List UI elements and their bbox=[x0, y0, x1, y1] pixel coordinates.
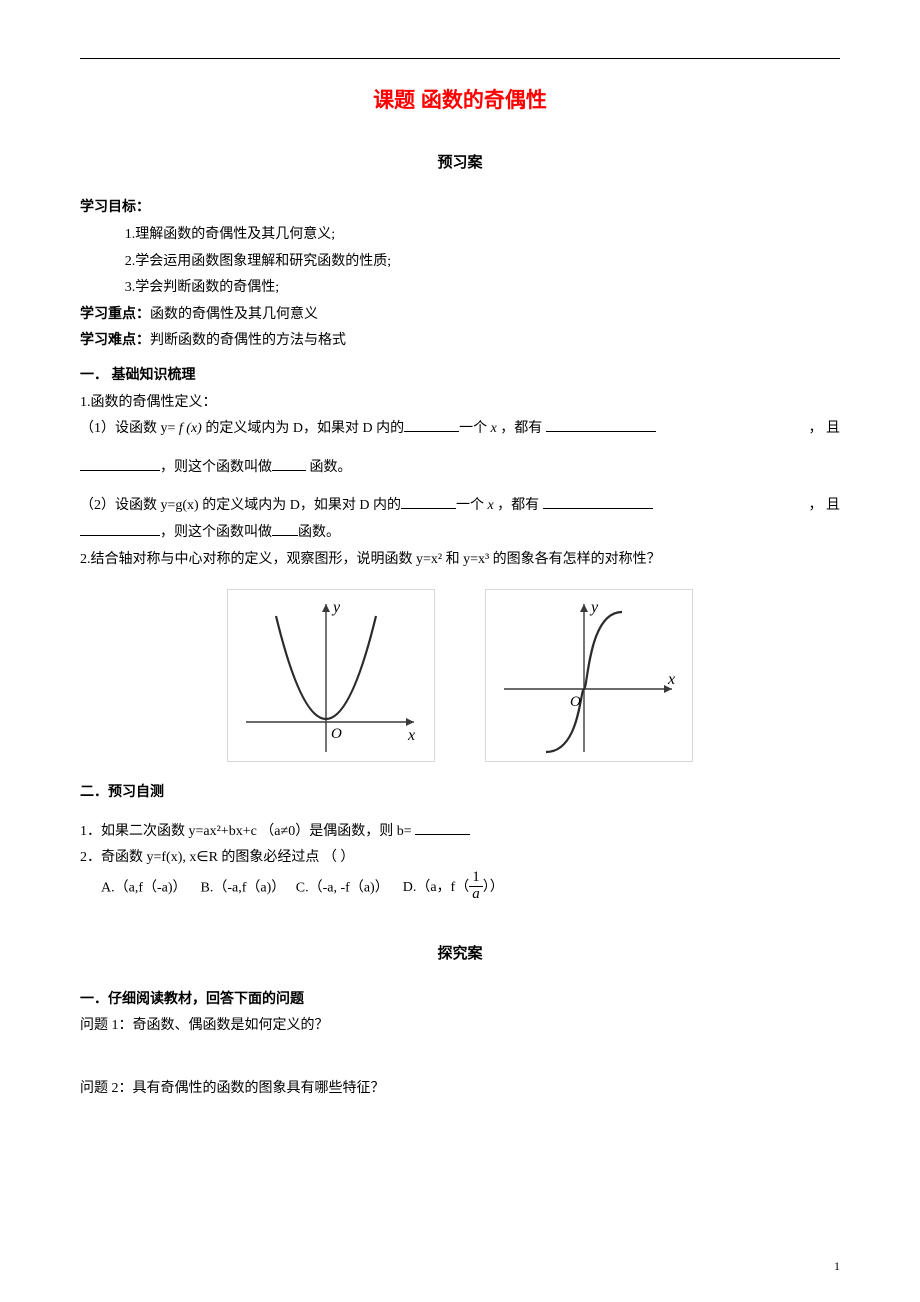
section-heading-preview: 预习案 bbox=[80, 149, 840, 178]
option-b: B.（-a,f（a)） bbox=[201, 880, 286, 895]
question-2: 2.结合轴对称与中心对称的定义，观察图形，说明函数 y=x² 和 y=x³ 的图… bbox=[80, 547, 840, 574]
paragraph: 学习重点：函数的奇偶性及其几何意义 bbox=[80, 302, 840, 329]
text: ，则这个函数叫做 bbox=[160, 525, 272, 540]
text: 的定义域内为 D，如果对 D 内的 bbox=[202, 421, 404, 436]
section-heading-explore: 探究案 bbox=[80, 940, 840, 969]
explore-q2: 问题 2：具有奇偶性的函数的图象具有哪些特征？ bbox=[80, 1076, 840, 1103]
blank bbox=[272, 521, 298, 536]
svg-text:x: x bbox=[407, 727, 415, 744]
def-2-line1: （2）设函数 y=g(x) 的定义域内为 D，如果对 D 内的一个 x ，都有 … bbox=[80, 493, 840, 520]
keypoint-text: 函数的奇偶性及其几何意义 bbox=[150, 307, 318, 322]
fraction-num: 1 bbox=[469, 870, 483, 887]
blank bbox=[401, 494, 456, 509]
label-difficulty: 学习难点： bbox=[80, 333, 150, 348]
fraction-den: a bbox=[469, 887, 483, 903]
text: ， 且 bbox=[809, 416, 841, 443]
text: 1．如果二次函数 y=ax²+bx+c （a≠0）是偶函数，则 b= bbox=[80, 824, 415, 839]
selftest-q1: 1．如果二次函数 y=ax²+bx+c （a≠0）是偶函数，则 b= bbox=[80, 819, 840, 846]
def-1-line1: （1）设函数 y= f (x) 的定义域内为 D，如果对 D 内的一个 x ，都… bbox=[80, 416, 840, 443]
blank bbox=[546, 417, 656, 432]
text: ，都有 bbox=[494, 498, 543, 513]
figure-parabola: y x O bbox=[227, 589, 435, 762]
svg-text:y: y bbox=[589, 599, 599, 616]
page-number: 1 bbox=[834, 1255, 840, 1278]
blank bbox=[80, 521, 160, 536]
def-1-line2: ，则这个函数叫做 函数。 bbox=[80, 455, 840, 482]
heading-read-questions: 一．仔细阅读教材，回答下面的问题 bbox=[80, 987, 840, 1014]
horizontal-rule bbox=[80, 58, 840, 59]
selftest-q2-options: A.（a,f（-a)） B.（-a,f（a)） C.（-a, -f（a)） D.… bbox=[80, 872, 840, 905]
text: ， 且 bbox=[809, 493, 841, 520]
text: （2）设函数 y=g(x) 的定义域内为 D，如果对 D 内的 bbox=[80, 498, 401, 513]
label-goal: 学习目标： bbox=[80, 200, 150, 215]
text: D.（a，f（ bbox=[403, 880, 470, 895]
figure-container: y x O y x O bbox=[80, 589, 840, 762]
blank bbox=[415, 820, 470, 835]
option-c: C.（-a, -f（a)） bbox=[296, 880, 389, 895]
fraction: 1a bbox=[469, 870, 483, 903]
text: 函数。 bbox=[306, 460, 352, 475]
goal-item-2: 2.学会运用函数图象理解和研究函数的性质; bbox=[80, 249, 840, 276]
blank bbox=[404, 417, 459, 432]
text: 一个 bbox=[456, 498, 488, 513]
text: ，则这个函数叫做 bbox=[160, 460, 272, 475]
document-title: 课题 函数的奇偶性 bbox=[80, 81, 840, 121]
text: （1）设函数 y= bbox=[80, 421, 179, 436]
text: ，都有 bbox=[497, 421, 546, 436]
figure-cubic: y x O bbox=[485, 589, 693, 762]
blank bbox=[272, 456, 306, 471]
svg-text:y: y bbox=[331, 599, 341, 616]
def-2-line2: ，则这个函数叫做 函数。 bbox=[80, 520, 840, 547]
goal-item-1: 1.理解函数的奇偶性及其几何意义; bbox=[80, 222, 840, 249]
heading-basics: 一． 基础知识梳理 bbox=[80, 363, 840, 390]
blank bbox=[543, 494, 653, 509]
svg-text:O: O bbox=[570, 694, 581, 710]
math-fx: f (x) bbox=[179, 421, 202, 436]
text: ）） bbox=[483, 880, 504, 895]
goal-item-3: 3.学会判断函数的奇偶性; bbox=[80, 275, 840, 302]
paragraph: 学习难点：判断函数的奇偶性的方法与格式 bbox=[80, 328, 840, 355]
svg-text:x: x bbox=[667, 671, 675, 688]
text: 函数。 bbox=[298, 525, 340, 540]
label-keypoint: 学习重点： bbox=[80, 307, 150, 322]
svg-text:O: O bbox=[331, 726, 342, 742]
paragraph: 学习目标： bbox=[80, 195, 840, 222]
explore-q1: 问题 1：奇函数、偶函数是如何定义的？ bbox=[80, 1013, 840, 1040]
text: 一个 bbox=[459, 421, 491, 436]
def-heading: 1.函数的奇偶性定义： bbox=[80, 390, 840, 417]
difficulty-text: 判断函数的奇偶性的方法与格式 bbox=[150, 333, 346, 348]
option-a: A.（a,f（-a)） bbox=[101, 880, 187, 895]
blank bbox=[80, 456, 160, 471]
option-d: D.（a，f（1a）） bbox=[403, 880, 504, 895]
heading-selftest: 二．预习自测 bbox=[80, 780, 840, 807]
selftest-q2: 2．奇函数 y=f(x), x∈R 的图象必经过点 （ ） bbox=[80, 845, 840, 872]
